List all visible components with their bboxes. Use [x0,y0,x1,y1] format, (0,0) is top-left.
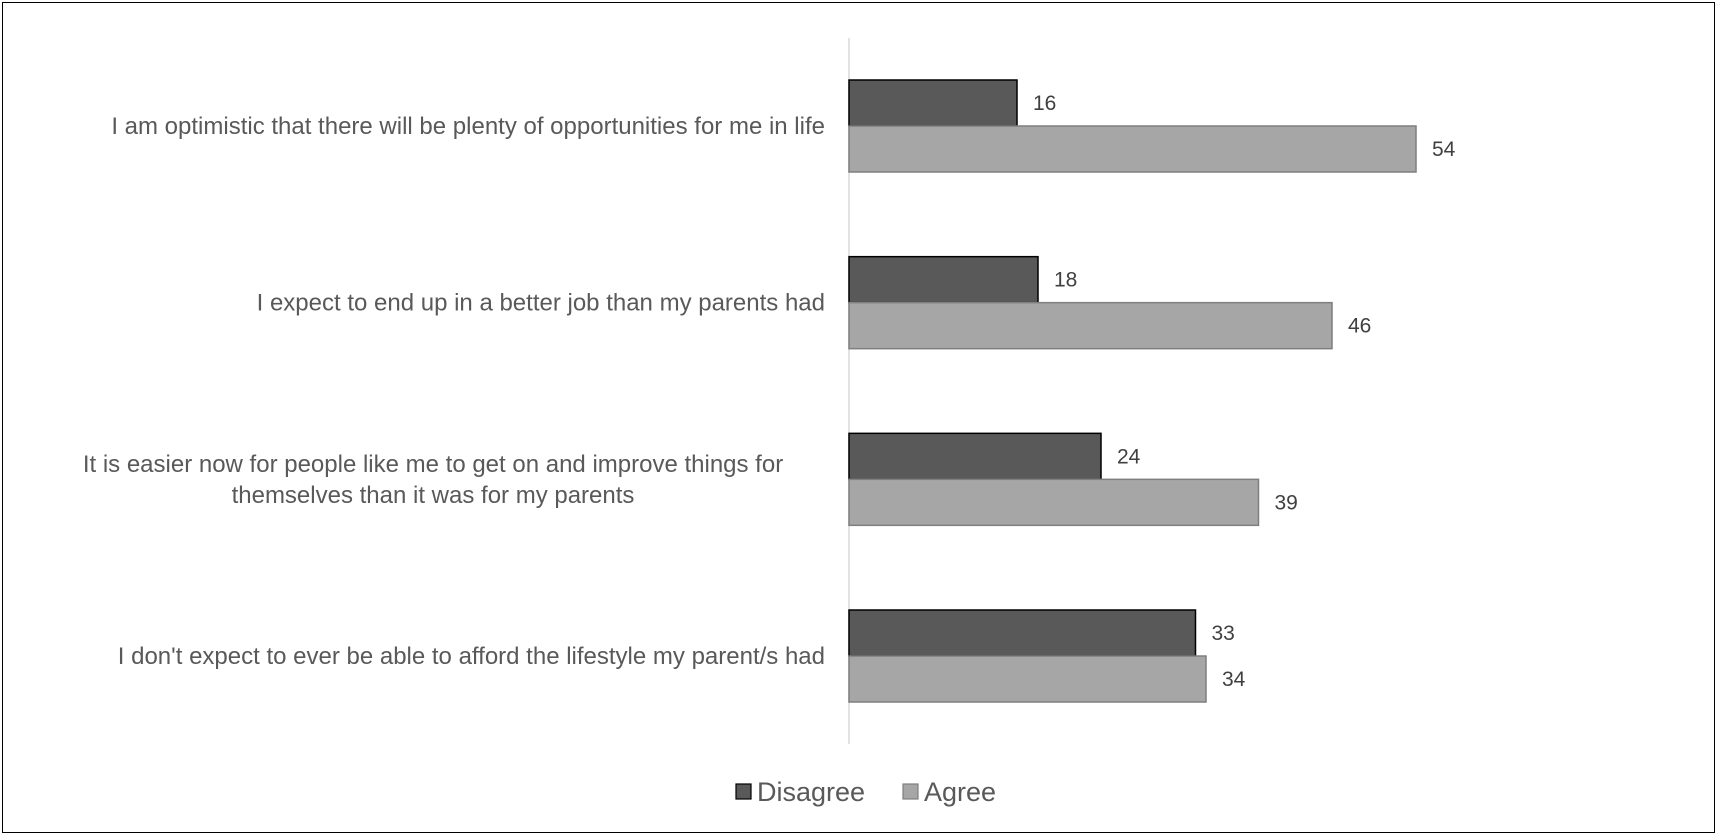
data-label-disagree-0: 16 [1033,92,1056,115]
data-label-agree-1: 46 [1348,315,1371,338]
bar-disagree-3 [848,609,1197,657]
data-label-disagree-2: 24 [1117,445,1141,468]
category-label-3: I don't expect to ever be able to afford… [118,643,825,670]
legend-label-disagree: Disagree [757,777,865,807]
category-label-line: I don't expect to ever be able to afford… [118,643,825,670]
category-labels-group: I am optimistic that there will be plent… [83,113,825,670]
bar-chart: I am optimistic that there will be plent… [83,38,1456,807]
data-labels-group: 16 54 18 46 24 39 33 34 [1033,92,1456,691]
legend-label-agree: Agree [924,777,996,807]
bar-agree-0 [848,125,1417,173]
category-label-1: I expect to end up in a better job than … [257,290,825,317]
data-label-agree-2: 39 [1275,491,1298,514]
legend-swatch-agree [902,783,919,800]
data-label-agree-3: 34 [1222,668,1246,691]
bar-disagree-0 [848,79,1018,127]
data-label-agree-0: 54 [1432,138,1456,161]
data-label-disagree-3: 33 [1212,622,1235,645]
category-label-line: I am optimistic that there will be plent… [111,113,825,140]
bars-group [848,79,1417,703]
bar-agree-3 [848,655,1207,703]
bar-agree-1 [848,301,1333,350]
category-label-line: I expect to end up in a better job than … [257,290,825,317]
category-label-0: I am optimistic that there will be plent… [111,113,825,140]
category-label-line: It is easier now for people like me to g… [83,451,783,478]
category-label-line: themselves than it was for my parents [232,482,635,509]
category-label-2: It is easier now for people like me to g… [83,451,783,509]
bar-disagree-2 [848,432,1102,481]
bar-disagree-1 [848,255,1039,304]
legend: Disagree Agree [735,777,996,807]
legend-swatch-disagree [735,783,752,800]
data-label-disagree-1: 18 [1054,269,1077,292]
bar-agree-2 [848,478,1260,527]
